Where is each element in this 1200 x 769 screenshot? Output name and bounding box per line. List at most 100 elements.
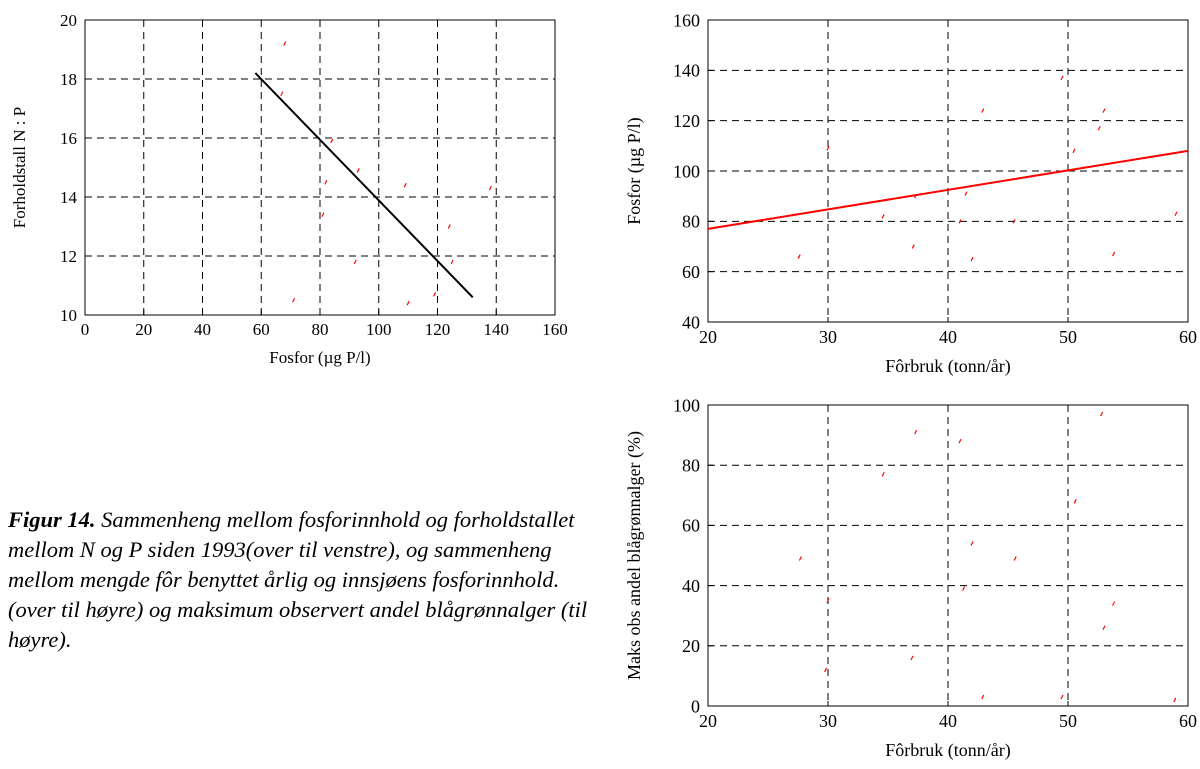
chart-fp-xlabel: Fôrbruk (tonn/år) [885, 356, 1010, 377]
chart-bg-point [881, 471, 885, 477]
chart-np-xtick-label: 140 [484, 320, 510, 339]
chart-fp-point [970, 256, 974, 262]
chart-fp-point [1174, 211, 1178, 217]
chart-np-trend-line [254, 72, 474, 298]
chart-bg-point [981, 694, 985, 700]
chart-fp-point [1060, 75, 1064, 81]
chart-bg-ytick-label: 100 [673, 395, 700, 415]
chart-fp-point [1012, 219, 1016, 224]
chart-bg-ytick-label: 20 [682, 636, 700, 656]
chart-np-point [280, 91, 284, 97]
chart-fp-xtick-label: 50 [1059, 327, 1077, 347]
chart-bg-point [962, 586, 966, 591]
chart-bg-ylabel: Maks obs andel blågrønnalger (%) [624, 431, 645, 680]
chart-bg-point [914, 429, 918, 435]
chart-fp-point [1097, 125, 1101, 131]
chart-fp-ytick-label: 40 [682, 312, 700, 332]
chart-fp-xtick-label: 30 [819, 327, 837, 347]
chart-bg-point [970, 541, 974, 546]
chart-fp-point [1102, 108, 1106, 113]
chart-np-point [283, 41, 287, 46]
chart-fp-point [881, 214, 885, 219]
chart-bg-point [1102, 625, 1106, 631]
chart-np-xtick-label: 20 [135, 320, 152, 339]
chart-bg-point [1100, 411, 1104, 417]
caption-label: Figur 14. [8, 507, 96, 532]
chart-fp-point [797, 254, 801, 259]
chart-bg-xtick-label: 50 [1059, 711, 1077, 731]
chart-fp-ylabel: Fosfor (µg P/l) [624, 117, 645, 224]
chart-bg-xtick-label: 30 [819, 711, 837, 731]
chart-np-ytick-label: 18 [60, 70, 77, 89]
chart-bg-point [910, 655, 914, 661]
chart-np-point [321, 212, 325, 217]
chart-np-point [356, 168, 360, 173]
chart-fp-ytick-label: 160 [673, 10, 700, 30]
chart-bg-ytick-label: 40 [682, 576, 700, 596]
chart-feed-vs-phosphorus: 20 30 40 50 60 40 60 80 100 120 140 160 Fôrbruk (ton… [624, 10, 1197, 377]
chart-bg-point [798, 556, 802, 561]
chart-bg-point [958, 438, 962, 444]
chart-fp-xtick-label: 20 [699, 327, 717, 347]
chart-fp-ytick-label: 80 [682, 212, 700, 232]
chart-np-point [324, 179, 328, 185]
chart-bg-point [1060, 694, 1064, 700]
chart-np-xtick-label: 100 [366, 320, 392, 339]
chart-np-point [433, 292, 437, 297]
chart-np-ytick-label: 10 [60, 306, 77, 325]
chart-np-point [450, 259, 454, 265]
chart-fp-xtick-label: 60 [1179, 327, 1197, 347]
chart-fp-point [1112, 251, 1116, 257]
chart-fp-point [981, 108, 985, 113]
chart-np-xtick-label: 80 [312, 320, 329, 339]
chart-bg-point [1073, 499, 1077, 504]
chart-bg-point [1173, 697, 1177, 703]
chart-fp-point [911, 244, 915, 249]
chart-fp-point [826, 146, 830, 151]
chart-np-point [292, 297, 296, 303]
chart-np-xtick-label: 60 [253, 320, 270, 339]
chart-bg-ytick-label: 80 [682, 456, 700, 476]
chart-np-xtick-label: 0 [81, 320, 90, 339]
chart-np-point [353, 259, 357, 265]
chart-np-point [330, 138, 334, 144]
chart-bg-xtick-label: 60 [1179, 711, 1197, 731]
chart-bg-point [824, 667, 828, 673]
chart-fp-point [964, 191, 968, 196]
chart-bg-point [1112, 601, 1116, 606]
chart-fp-point [958, 219, 962, 224]
chart-fp-point [1072, 148, 1076, 154]
chart-bg-point [826, 598, 830, 603]
chart-np-vs-ratio: 0 20 40 60 80 100 120 140 160 10 12 14 16 18 20 Fosfor … [10, 11, 568, 367]
chart-np-point [447, 224, 451, 229]
chart-np-xlabel: Fosfor (µg P/l) [269, 348, 370, 367]
chart-np-ytick-label: 12 [60, 247, 77, 266]
chart-np-xtick-label: 160 [542, 320, 568, 339]
chart-bg-xtick-label: 40 [939, 711, 957, 731]
chart-fp-point [914, 193, 918, 199]
chart-bg-ytick-label: 60 [682, 516, 700, 536]
chart-np-xtick-label: 40 [194, 320, 211, 339]
chart-fp-xtick-label: 40 [939, 327, 957, 347]
chart-np-point [488, 185, 492, 191]
chart-bg-xtick-label: 20 [699, 711, 717, 731]
figure-caption: Figur 14. Sammenheng mellom fosforinnhol… [8, 505, 598, 655]
chart-np-ytick-label: 16 [60, 129, 77, 148]
chart-fp-ytick-label: 100 [673, 161, 700, 181]
chart-np-ylabel: Forholdstall N : P [10, 107, 29, 228]
chart-bg-ytick-label: 0 [691, 696, 700, 716]
chart-np-xtick-label: 120 [425, 320, 451, 339]
chart-np-ytick-label: 14 [60, 188, 78, 207]
chart-fp-ytick-label: 120 [673, 111, 700, 131]
chart-bg-point [1013, 556, 1017, 561]
caption-text: Sammenheng mellom fosforinnhold og forho… [8, 507, 588, 652]
chart-fp-ytick-label: 140 [673, 61, 700, 81]
chart-bg-xlabel: Fôrbruk (tonn/år) [885, 740, 1010, 761]
chart-np-point [406, 300, 410, 306]
chart-fp-trend-line [707, 149, 1189, 230]
chart-np-ytick-label: 20 [60, 11, 77, 30]
chart-fp-ytick-label: 60 [682, 262, 700, 282]
chart-np-point [403, 182, 407, 188]
